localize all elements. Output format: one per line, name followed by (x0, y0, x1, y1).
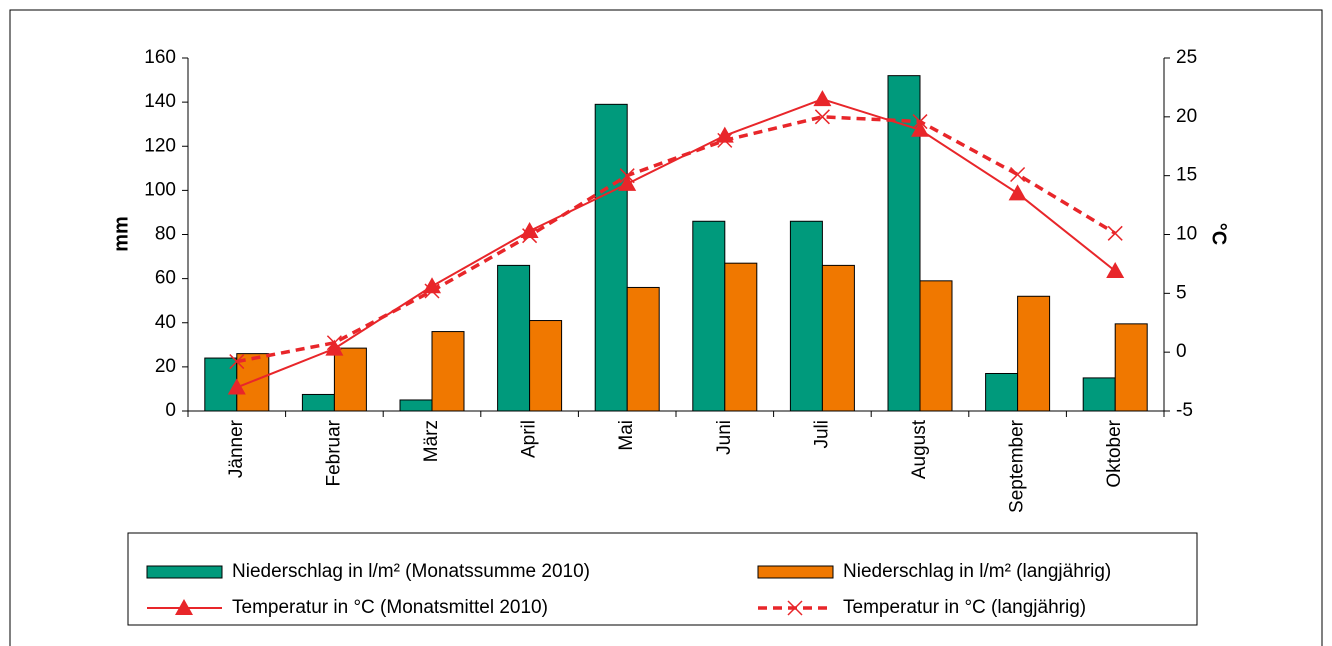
frame (9, 9, 1323, 646)
y-tick-label: 80 (155, 224, 176, 245)
bar (431, 331, 465, 412)
marker (787, 600, 803, 616)
x-tick-label: Mai (616, 420, 637, 451)
y2-tick-label: 5 (1176, 282, 1187, 303)
x-tick-label: Juli (811, 420, 832, 449)
legend-swatch (146, 565, 223, 579)
marker (326, 335, 342, 351)
marker (1010, 166, 1026, 183)
marker (813, 90, 832, 107)
legend-label: Temperatur in °C (Monatsmittel 2010) (232, 597, 548, 618)
marker (175, 599, 193, 615)
y2-tick-label: 20 (1176, 106, 1197, 127)
bar (1082, 377, 1116, 412)
bar (919, 280, 953, 412)
y2-tick-label: 15 (1176, 165, 1197, 186)
y-tick-label: 140 (144, 91, 176, 112)
bar (985, 372, 1019, 412)
marker (912, 114, 928, 130)
legend-label: Niederschlag in l/m² (langjährig) (843, 561, 1111, 582)
bar (724, 262, 758, 412)
marker (717, 132, 733, 148)
marker (1106, 261, 1125, 278)
marker (619, 168, 635, 184)
y-axis-title: mm (110, 216, 132, 252)
marker (424, 283, 440, 299)
bar (789, 220, 823, 412)
marker (229, 354, 245, 370)
marker (227, 378, 246, 395)
legend-swatch (757, 565, 834, 579)
bar (236, 353, 270, 412)
x-tick-label: September (1007, 419, 1028, 513)
bar (399, 399, 433, 412)
x-tick-label: August (909, 419, 930, 479)
x-tick-label: Jänner (226, 419, 247, 478)
x-tick-label: Juni (714, 420, 735, 455)
y2-tick-label: 10 (1176, 224, 1197, 245)
legend-label: Niederschlag in l/m² (Monatssumme 2010) (232, 561, 590, 582)
y2-tick-label: 25 (1176, 47, 1197, 68)
marker (618, 174, 637, 191)
x-tick-label: April (519, 420, 540, 458)
y-tick-label: 120 (144, 135, 176, 156)
legend (127, 532, 1198, 626)
legend-label: Temperatur in °C (langjährig) (843, 597, 1086, 618)
bar (1017, 295, 1051, 412)
y2-axis-title: °C (1208, 223, 1230, 245)
bar (333, 347, 367, 412)
bar (626, 286, 660, 412)
marker (522, 228, 538, 244)
marker (1008, 184, 1027, 201)
x-tick-label: Oktober (1104, 419, 1125, 487)
bar (529, 320, 563, 412)
y2-tick-label: 0 (1176, 341, 1187, 362)
bar (1114, 323, 1148, 412)
bar (301, 393, 335, 412)
bar (821, 264, 855, 412)
y-tick-label: 40 (155, 312, 176, 333)
line (236, 115, 1117, 364)
y-tick-label: 20 (155, 356, 176, 377)
y-tick-label: 160 (144, 47, 176, 68)
bar (497, 264, 531, 412)
marker (911, 120, 929, 137)
x-tick-label: Februar (323, 419, 344, 486)
marker (1107, 225, 1123, 241)
bar (692, 220, 726, 412)
y-tick-label: 0 (165, 400, 176, 421)
marker (814, 109, 830, 125)
bar (594, 103, 628, 412)
y-tick-label: 60 (155, 268, 176, 289)
y2-tick-label: -5 (1176, 400, 1193, 421)
marker (325, 339, 344, 356)
marker (520, 221, 539, 238)
y-tick-label: 100 (144, 179, 176, 200)
x-tick-label: März (421, 420, 442, 462)
line (236, 98, 1116, 389)
